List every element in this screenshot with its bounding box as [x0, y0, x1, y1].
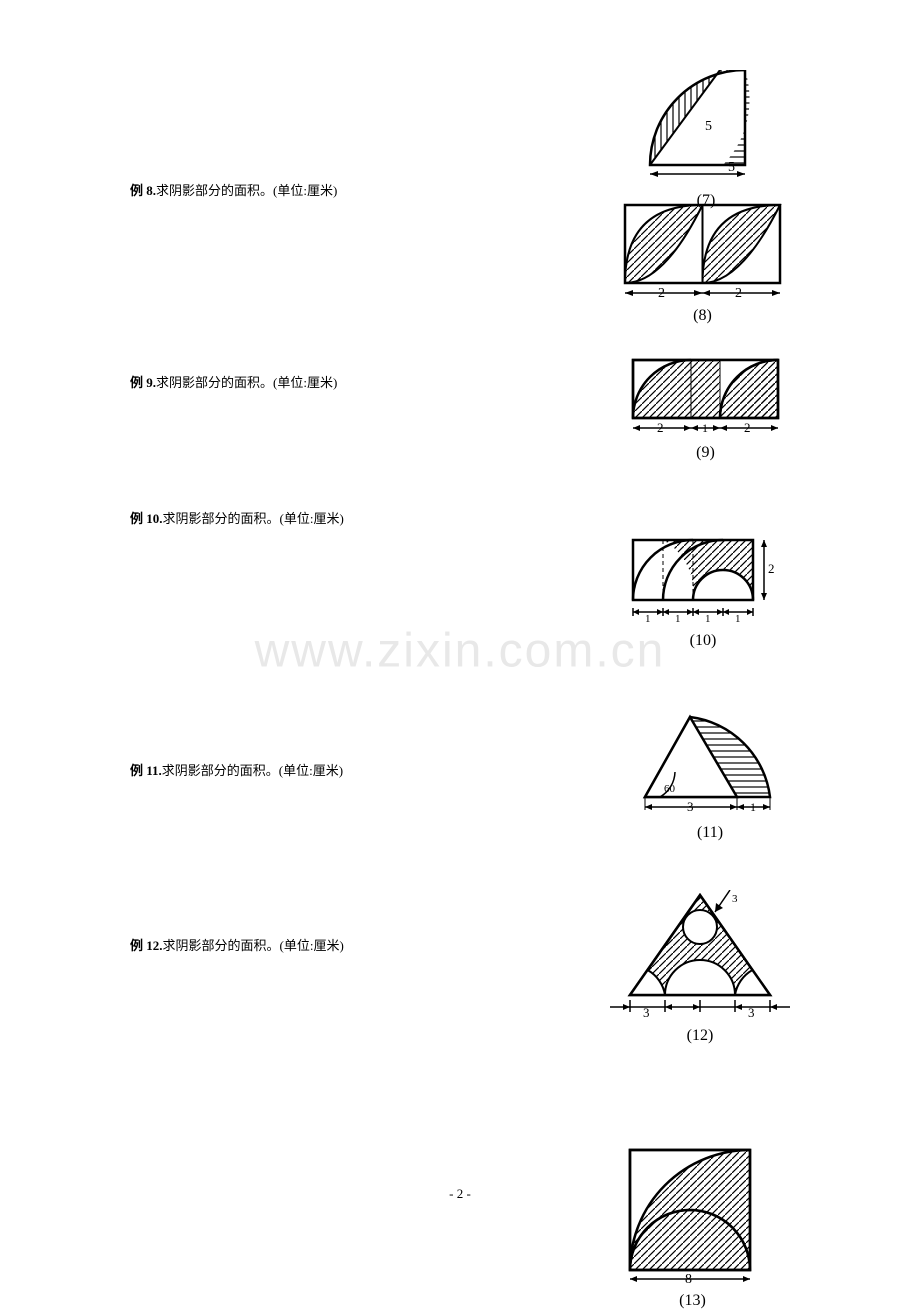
figure-7: 5 5 (7) — [640, 70, 772, 210]
figure-9: 2 1 2 (9) — [628, 355, 783, 462]
figure-12: 3 3 3 (12) — [610, 890, 790, 1045]
figure-8: 2 2 (8) — [620, 200, 785, 325]
figure-13-svg: 8 — [620, 1145, 765, 1285]
l-b: 1 — [675, 613, 681, 625]
figure-11: 60 3 1 (11) — [640, 712, 780, 842]
l-1: 1 — [750, 800, 756, 814]
problem-num: 例 12. — [130, 938, 163, 953]
figure-13-label: (13) — [620, 1292, 765, 1310]
label-2: 2 — [657, 420, 664, 435]
label-1: 1 — [702, 421, 708, 435]
problem-12: 例 12.求阴影部分的面积。(单位:厘米) — [130, 935, 344, 954]
problem-text: 求阴影部分的面积。(单位:厘米) — [163, 511, 344, 526]
problem-9: 例 9.求阴影部分的面积。(单位:厘米) — [130, 372, 337, 391]
problem-11: 例 11.求阴影部分的面积。(单位:厘米) — [130, 760, 343, 779]
figure-10: 1 1 1 1 2 (10) — [628, 525, 778, 650]
figure-12-svg: 3 3 3 — [610, 890, 790, 1020]
watermark: www.zixin.com.cn — [255, 624, 666, 679]
l-3a: 3 — [643, 1005, 650, 1020]
l-c: 1 — [705, 613, 711, 625]
figure-9-svg: 2 1 2 — [628, 355, 783, 437]
figure-7-svg: 5 5 — [640, 70, 772, 185]
label-2l: 2 — [658, 286, 665, 300]
figure-8-label: (8) — [620, 307, 785, 325]
problem-10: 例 10.求阴影部分的面积。(单位:厘米) — [130, 508, 344, 527]
l-8: 8 — [685, 1272, 692, 1285]
l-v2: 2 — [768, 561, 775, 576]
l-d: 1 — [735, 613, 741, 625]
problem-num: 例 10. — [130, 511, 163, 526]
figure-10-svg: 1 1 1 1 2 — [628, 525, 778, 625]
l-60: 60 — [664, 783, 676, 795]
l-top3: 3 — [732, 893, 738, 905]
problem-text: 求阴影部分的面积。(单位:厘米) — [163, 938, 344, 953]
label-5h: 5 — [728, 160, 735, 175]
problem-num: 例 11. — [130, 763, 162, 778]
problem-num: 例 8. — [130, 183, 156, 198]
figure-9-label: (9) — [628, 444, 783, 462]
problem-text: 求阴影部分的面积。(单位:厘米) — [156, 375, 337, 390]
problem-8: 例 8.求阴影部分的面积。(单位:厘米) — [130, 180, 337, 199]
figure-11-label: (11) — [640, 824, 780, 842]
problem-text: 求阴影部分的面积。(单位:厘米) — [156, 183, 337, 198]
label-5r: 5 — [705, 119, 712, 134]
page-number: - 2 - — [449, 1186, 471, 1202]
figure-13: 8 (13) — [620, 1145, 765, 1310]
figure-10-label: (10) — [628, 632, 778, 650]
l-a: 1 — [645, 613, 651, 625]
l-3d: 3 — [748, 1005, 755, 1020]
figure-8-svg: 2 2 — [620, 200, 785, 300]
problem-num: 例 9. — [130, 375, 156, 390]
l-3: 3 — [687, 799, 694, 814]
figure-12-label: (12) — [610, 1027, 790, 1045]
label-2r: 2 — [735, 286, 742, 300]
problem-text: 求阴影部分的面积。(单位:厘米) — [162, 763, 343, 778]
figure-11-svg: 60 3 1 — [640, 712, 780, 817]
label-2r: 2 — [744, 420, 751, 435]
